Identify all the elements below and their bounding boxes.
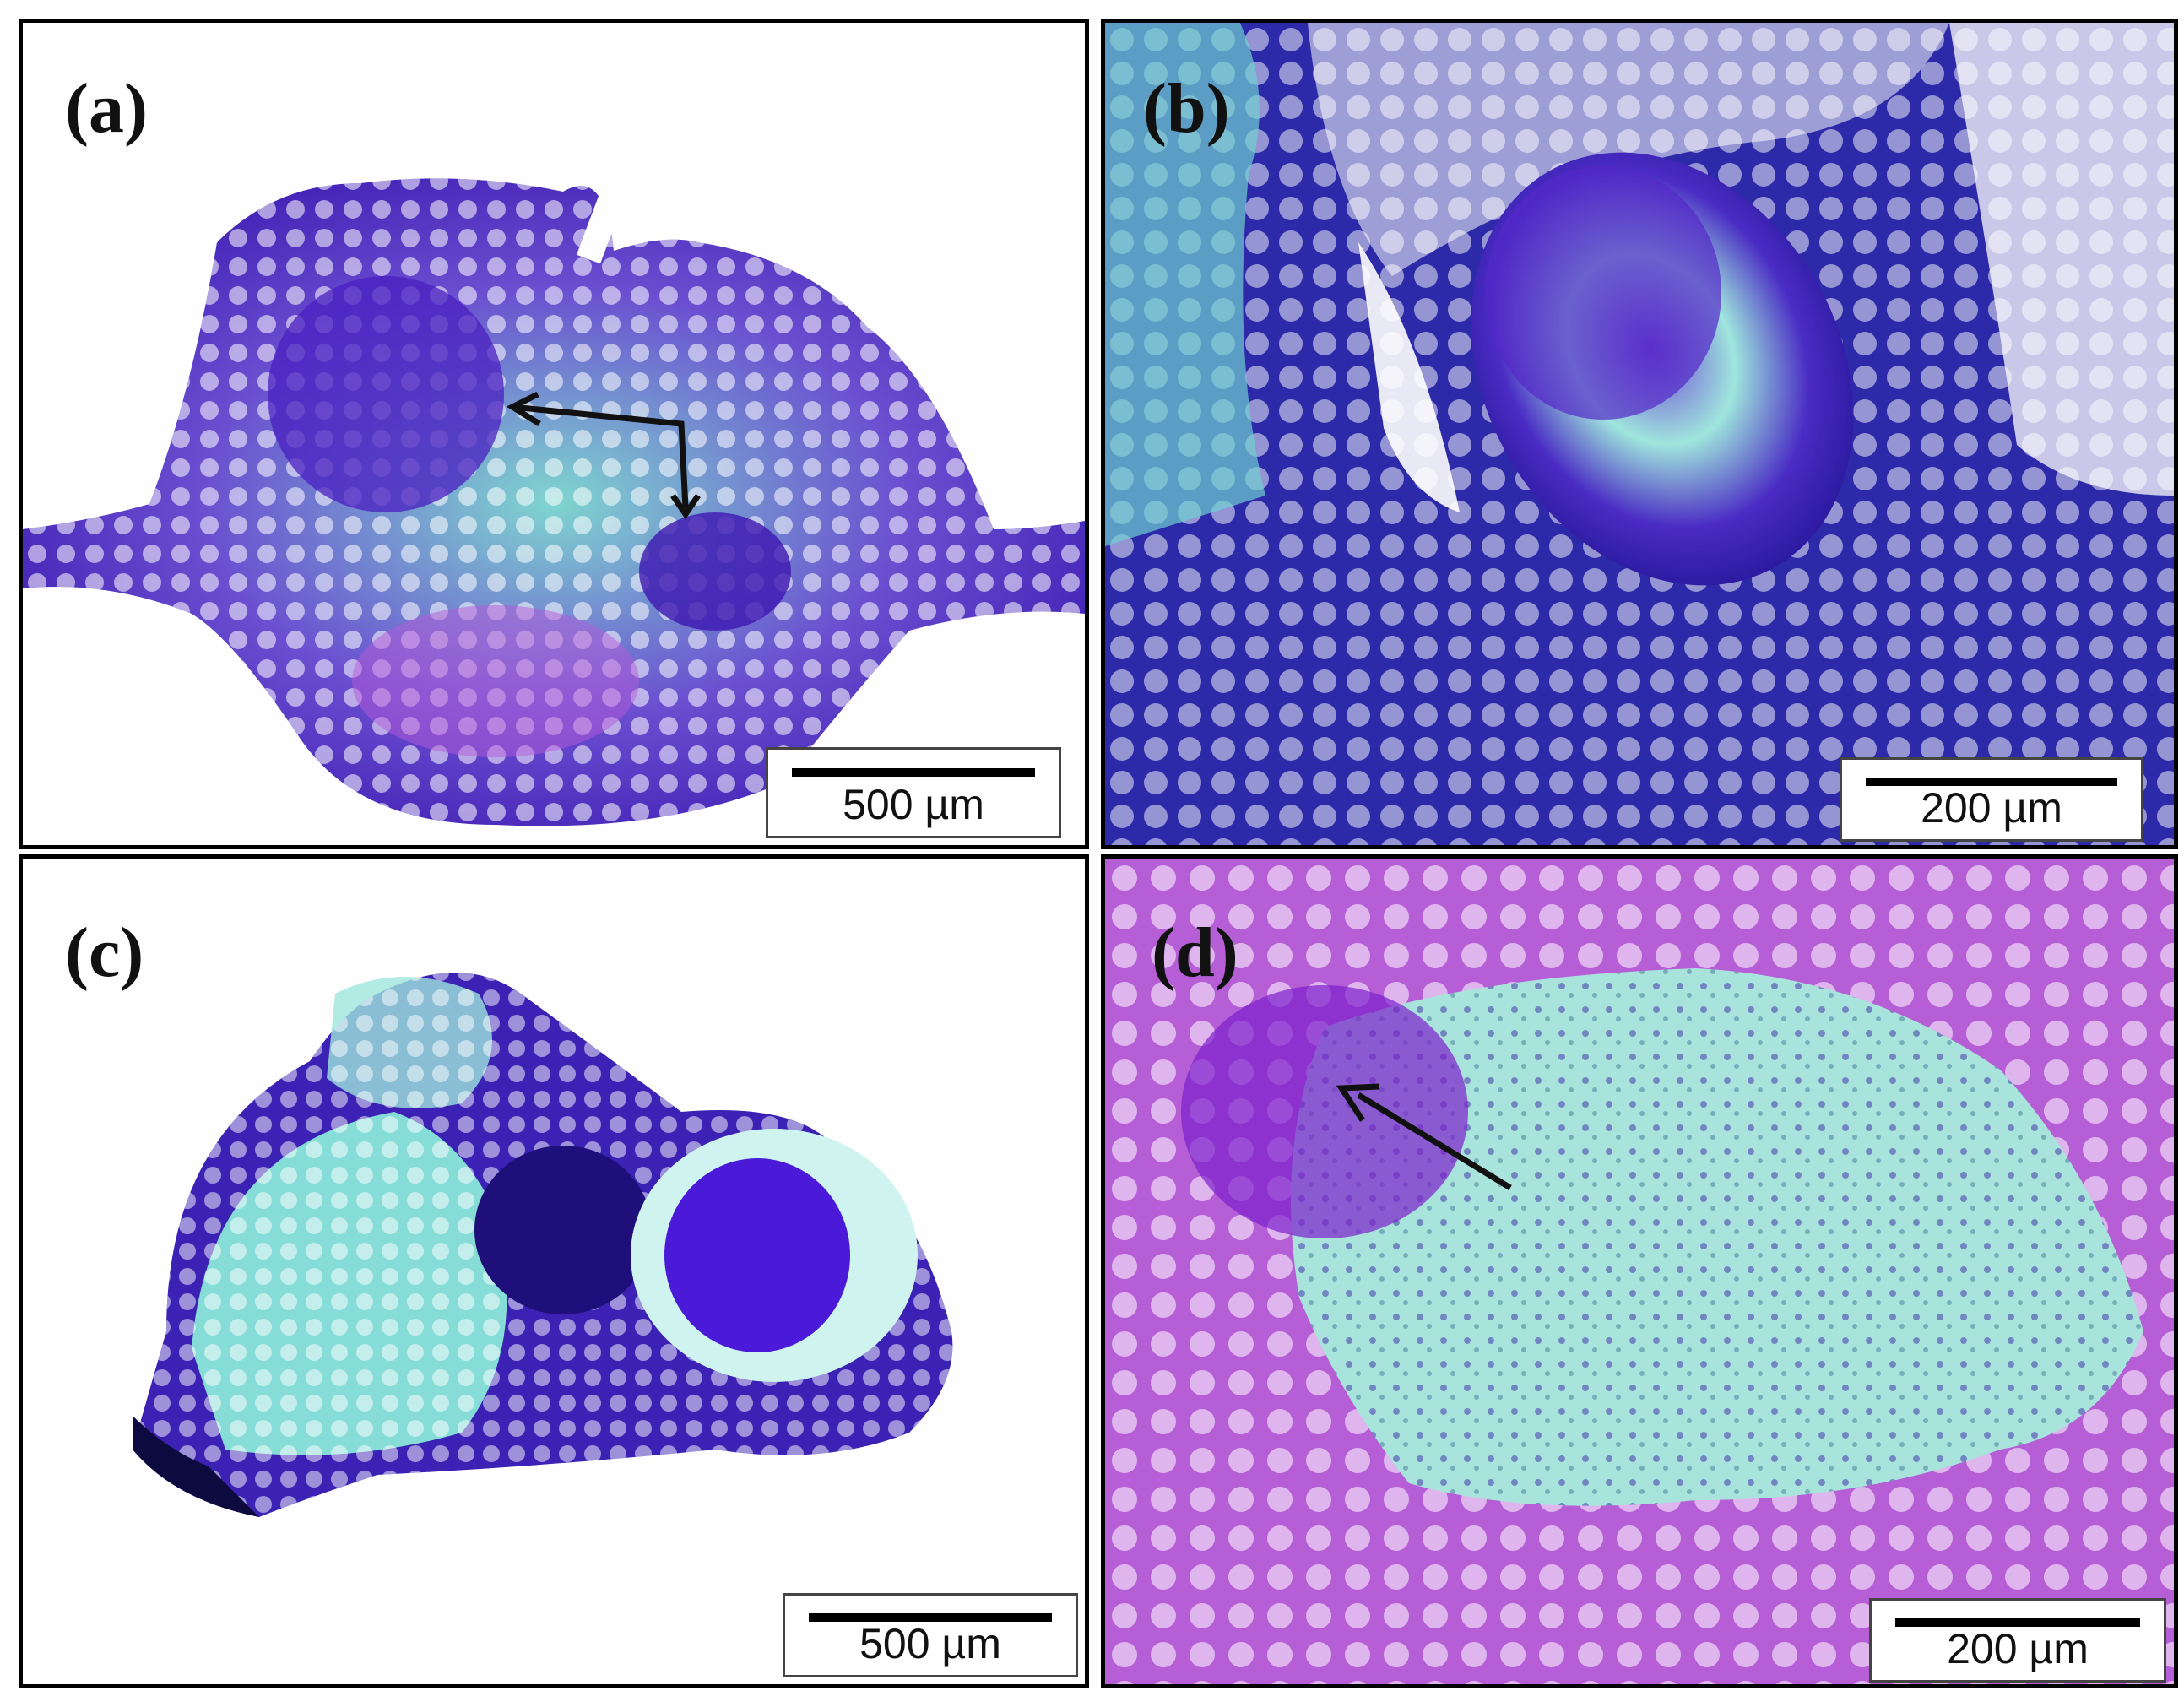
panel-label-a: (a) xyxy=(65,69,148,148)
tissue-section-image-a xyxy=(23,178,1085,826)
panel-label-c: (c) xyxy=(65,913,144,992)
panel-label-b: (b) xyxy=(1143,69,1230,148)
scale-bar-box-b: 200 µm xyxy=(1840,757,2143,842)
panel-c: (c) 500 µm xyxy=(19,854,1089,1688)
tissue-section-image-c xyxy=(133,973,953,1517)
scale-bar-a xyxy=(791,768,1036,778)
panel-b: (b) 200 µm xyxy=(1101,19,2178,849)
scale-bar-label-a: 500 µm xyxy=(843,780,984,828)
scale-bar-c xyxy=(808,1612,1053,1622)
scale-bar-box-c: 500 µm xyxy=(783,1593,1078,1677)
scale-bar-label-c: 500 µm xyxy=(859,1620,1001,1668)
scale-bar-label-b: 200 µm xyxy=(1921,784,2062,832)
panel-d: (d) 200 µm xyxy=(1101,854,2178,1688)
scale-bar-box-a: 500 µm xyxy=(766,747,1061,838)
scale-bar-label-d: 200 µm xyxy=(1947,1625,2089,1673)
scale-bar-box-d: 200 µm xyxy=(1869,1598,2166,1683)
tissue-section-image-b xyxy=(1105,23,2174,845)
scale-bar-d xyxy=(1894,1618,2141,1627)
scale-bar-b xyxy=(1866,777,2117,786)
panel-a: (a) 500 µm xyxy=(19,19,1089,849)
tissue-section-image-d xyxy=(1105,859,2174,1684)
panel-label-d: (d) xyxy=(1152,913,1238,992)
